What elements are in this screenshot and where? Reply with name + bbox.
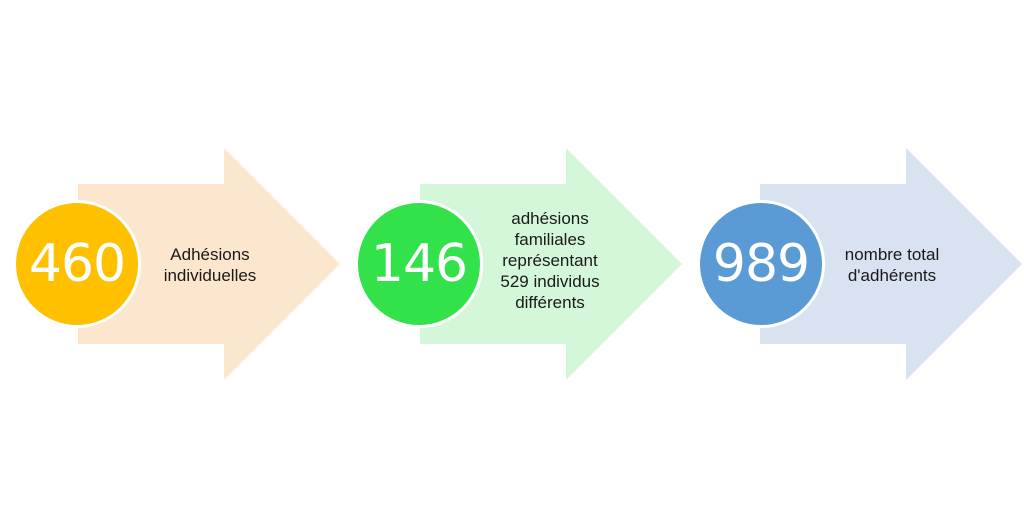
step-label: adhésions familiales représentant 529 in…	[500, 209, 600, 312]
step-label: nombre total d'adhérents	[844, 245, 940, 285]
number-value: 989	[712, 234, 810, 294]
step-label: Adhésions individuelles	[163, 245, 257, 285]
number-badge: 989	[697, 200, 825, 328]
arrow-shape	[760, 148, 1022, 380]
number-badge: 460	[13, 200, 141, 328]
number-value: 460	[28, 234, 126, 294]
number-badge: 146	[355, 200, 483, 328]
arrow-shape	[420, 148, 682, 380]
number-value: 146	[370, 234, 468, 294]
arrow-shape	[78, 148, 340, 380]
